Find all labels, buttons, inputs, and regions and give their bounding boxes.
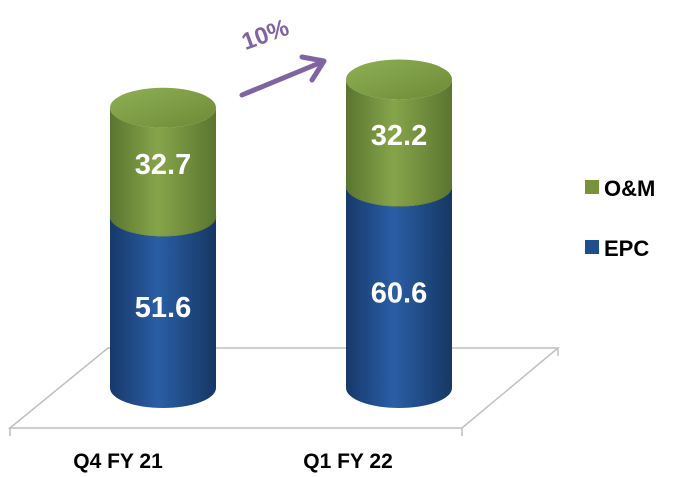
bar-segment-seam xyxy=(345,186,453,208)
growth-annotation: 10% xyxy=(238,14,327,98)
bars-layer xyxy=(109,59,453,408)
bar-epc xyxy=(346,186,452,408)
legend-label-om: O&M xyxy=(604,176,655,201)
category-label: Q4 FY 21 xyxy=(73,450,163,473)
legend: O&M EPC xyxy=(585,176,655,261)
legend-label-epc: EPC xyxy=(604,236,649,261)
legend-swatch-om xyxy=(585,180,599,194)
labels-layer: 51.6 32.7 Q4 FY 21 60.6 32.2 Q1 FY 22 xyxy=(73,120,427,473)
growth-label: 10% xyxy=(238,14,292,56)
bar-top-cap xyxy=(346,59,452,100)
chart-floor xyxy=(7,347,561,429)
growth-arrow-head xyxy=(299,54,327,83)
data-label-epc: 51.6 xyxy=(135,292,191,324)
legend-swatch-epc xyxy=(585,240,599,254)
data-label-om: 32.7 xyxy=(135,149,191,181)
bar-om xyxy=(346,79,453,207)
bar-top-cap xyxy=(110,87,216,128)
growth-arrow-shaft xyxy=(239,59,325,98)
category-label: Q1 FY 22 xyxy=(303,450,393,473)
bar-om xyxy=(110,107,216,237)
data-label-om: 32.2 xyxy=(371,120,427,152)
data-label-epc: 60.6 xyxy=(371,277,427,309)
bar-segment-seam xyxy=(109,216,217,237)
bar-epc xyxy=(110,216,216,408)
